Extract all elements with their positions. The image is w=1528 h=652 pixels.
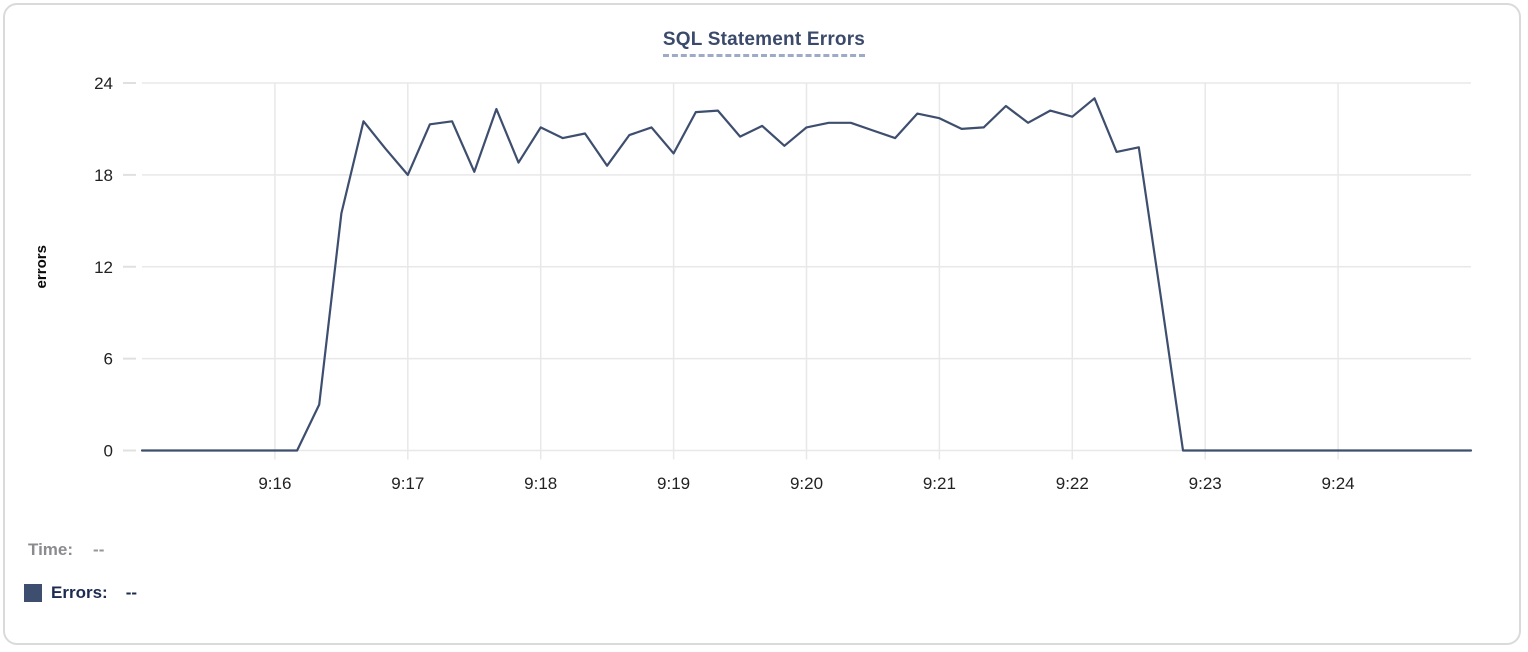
y-tick-label: 6 bbox=[104, 350, 113, 369]
errors-series-line bbox=[140, 97, 1473, 452]
x-tick-label: 9:20 bbox=[790, 474, 823, 493]
y-tick-label: 0 bbox=[104, 442, 113, 461]
x-tick-label: 9:23 bbox=[1189, 474, 1222, 493]
errors-readout-value: -- bbox=[125, 583, 138, 602]
x-tick-label: 9:21 bbox=[923, 474, 956, 493]
y-tick-label: 18 bbox=[94, 166, 113, 185]
y-tick-label: 12 bbox=[94, 258, 113, 277]
time-readout-value: -- bbox=[93, 540, 105, 559]
y-tick-label: 24 bbox=[94, 74, 113, 93]
x-tick-label: 9:19 bbox=[657, 474, 690, 493]
x-tick-label: 9:24 bbox=[1322, 474, 1355, 493]
readout-errors-row: Errors: -- bbox=[24, 583, 137, 603]
x-tick-label: 9:17 bbox=[391, 474, 424, 493]
chart-title[interactable]: SQL Statement Errors bbox=[662, 29, 866, 57]
x-tick-label: 9:18 bbox=[524, 474, 557, 493]
readout-time-row: Time: -- bbox=[28, 540, 104, 560]
errors-series-swatch bbox=[24, 584, 42, 602]
chart-card bbox=[3, 3, 1521, 645]
time-readout-label: Time: bbox=[28, 540, 74, 559]
x-tick-label: 9:22 bbox=[1056, 474, 1089, 493]
errors-readout-label: Errors: bbox=[51, 583, 108, 602]
x-tick-label: 9:16 bbox=[258, 474, 291, 493]
y-axis-title: errors bbox=[33, 245, 50, 288]
chart-header: SQL Statement Errors bbox=[0, 29, 1528, 57]
